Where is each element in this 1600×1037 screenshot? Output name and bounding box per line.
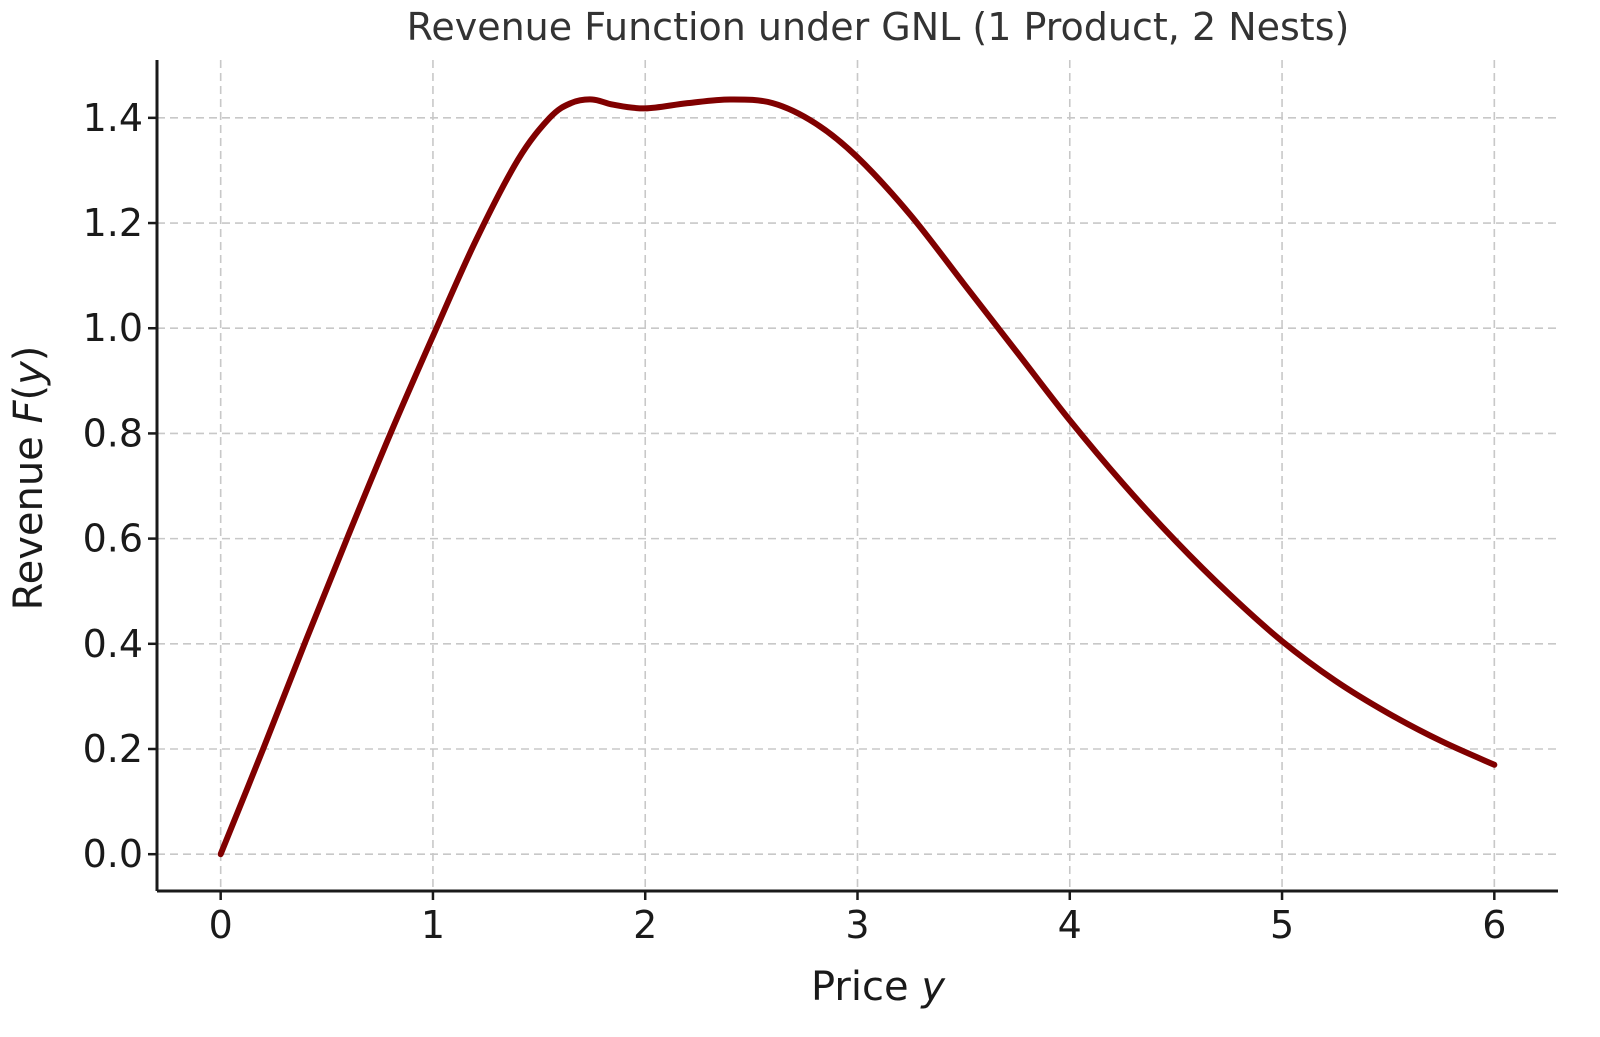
x-tick-label: 5 [1270, 903, 1294, 947]
x-tick-label: 1 [421, 903, 445, 947]
y-tick-label: 1.0 [83, 306, 143, 350]
series-layer [217, 96, 1498, 858]
x-tick-label: 0 [209, 903, 233, 947]
y-axis: 0.0 0.2 0.4 0.6 0.8 1.0 1.2 1.4 [83, 96, 157, 876]
y-tick-label: 1.4 [83, 96, 143, 140]
x-tick-label: 2 [633, 903, 657, 947]
y-tick-label: 1.2 [83, 201, 143, 245]
y-tick-label: 0.0 [83, 832, 143, 876]
y-tick-label: 0.6 [83, 517, 143, 561]
y-tick-label: 0.8 [83, 411, 143, 455]
x-axis-label: Price y [811, 964, 946, 1010]
grid [157, 60, 1558, 891]
x-tick-label: 3 [845, 903, 869, 947]
x-tick-label: 6 [1482, 903, 1506, 947]
chart-title: Revenue Function under GNL (1 Product, 2… [407, 5, 1350, 49]
x-tick-label: 4 [1058, 903, 1082, 947]
y-tick-label: 0.2 [83, 727, 143, 771]
y-tick-label: 0.4 [83, 622, 143, 666]
y-axis-label: Revenue F(y) [6, 346, 52, 611]
x-axis: 0 1 2 3 4 5 6 [209, 891, 1506, 947]
series-line-0 [217, 96, 1498, 858]
